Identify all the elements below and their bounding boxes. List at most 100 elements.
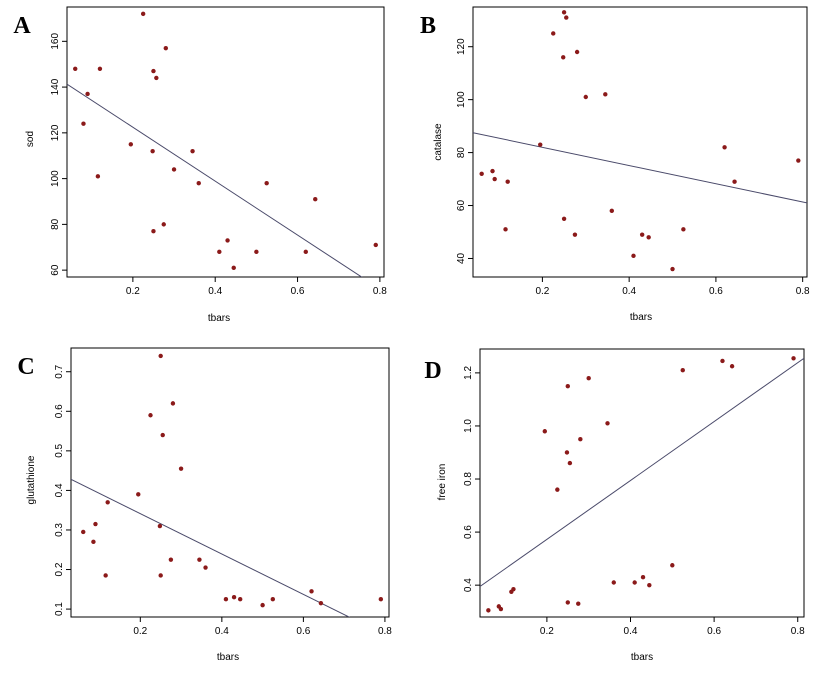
x-tick-label: 0.2 — [540, 626, 554, 637]
y-tick-label: 40 — [456, 252, 467, 264]
x-tick-label: 0.4 — [208, 286, 222, 297]
data-point — [81, 121, 86, 126]
data-point — [97, 66, 103, 71]
data-point — [720, 358, 725, 364]
data-point — [492, 176, 497, 182]
data-point — [576, 601, 581, 606]
data-point — [565, 383, 570, 389]
data-point — [640, 574, 646, 580]
data-point — [564, 450, 570, 455]
y-tick-label: 0.8 — [463, 472, 474, 486]
data-point — [151, 68, 156, 74]
data-point — [796, 158, 801, 163]
y-axis-label: glutathione — [26, 455, 37, 504]
data-point — [231, 265, 236, 271]
y-tick-label: 1.0 — [463, 419, 474, 433]
data-point — [511, 586, 516, 592]
x-tick-label: 0.6 — [291, 286, 305, 297]
data-point — [103, 573, 108, 578]
data-point — [555, 487, 560, 492]
data-point — [197, 557, 202, 562]
data-point — [254, 249, 259, 255]
data-point — [551, 31, 556, 36]
regression-line — [67, 83, 363, 277]
data-point — [632, 580, 637, 585]
data-point — [670, 266, 675, 272]
data-point — [605, 421, 610, 426]
data-point — [722, 145, 727, 150]
data-point — [578, 437, 583, 442]
x-tick-label: 0.2 — [133, 626, 147, 637]
data-point — [542, 429, 547, 434]
x-tick-label: 0.8 — [378, 626, 392, 637]
y-tick-label: 120 — [50, 124, 61, 141]
data-point — [680, 368, 685, 373]
panel-c: 0.2 0.4 0.6 0.8 0.1 0.2 0.3 0.4 0.5 0.6 0.7 tbars gl… — [17, 347, 392, 663]
y-tick-label: 140 — [50, 78, 61, 95]
data-point — [168, 557, 174, 562]
y-tick-label: 0.6 — [463, 525, 474, 539]
data-point — [681, 227, 686, 232]
y-tick-label: 0.4 — [54, 483, 65, 497]
data-point — [318, 600, 324, 606]
x-tick-label: 0.8 — [796, 286, 810, 297]
data-point — [538, 142, 543, 147]
data-point — [150, 148, 155, 154]
x-axis-label: tbars — [631, 652, 653, 663]
data-point — [561, 10, 567, 15]
data-point — [136, 492, 141, 497]
y-tick-label: 0.1 — [54, 602, 65, 616]
regression-line — [480, 357, 804, 587]
plot-frame — [70, 347, 390, 618]
data-point — [567, 460, 573, 466]
data-point — [93, 521, 98, 527]
data-point — [231, 595, 237, 600]
x-tick-label: 0.2 — [535, 286, 549, 297]
data-point — [646, 235, 651, 240]
data-point — [732, 179, 737, 184]
data-point — [151, 229, 156, 234]
data-point — [264, 180, 269, 186]
data-point — [639, 232, 645, 237]
data-point — [561, 216, 567, 221]
plot-frame — [66, 6, 385, 278]
data-point — [148, 413, 153, 418]
data-point — [260, 602, 265, 608]
data-point — [105, 500, 110, 505]
data-point — [791, 356, 796, 361]
y-tick-label: 160 — [50, 33, 61, 50]
data-point — [196, 180, 201, 186]
x-tick-label: 0.2 — [126, 286, 140, 297]
data-point — [373, 242, 378, 248]
y-tick-label: 0.6 — [54, 404, 65, 418]
x-axis-label: tbars — [630, 312, 652, 323]
x-axis-label: tbars — [208, 313, 230, 324]
data-point — [378, 596, 384, 602]
data-point — [203, 565, 208, 570]
x-axis-label: tbars — [217, 652, 239, 663]
data-point — [647, 582, 652, 588]
data-point — [611, 580, 616, 585]
data-point — [603, 92, 608, 97]
data-point — [217, 249, 222, 255]
data-point — [561, 55, 566, 60]
y-tick-label: 0.3 — [54, 523, 65, 537]
y-tick-label: 0.5 — [54, 443, 65, 457]
panel-b: 0.2 0.4 0.6 0.8 40 60 80 100 120 tbars catalase B — [420, 6, 810, 323]
data-point — [586, 375, 591, 381]
data-point — [270, 596, 276, 602]
x-tick-label: 0.6 — [707, 626, 721, 637]
x-tick-label: 0.4 — [624, 626, 638, 637]
y-tick-label: 0.2 — [54, 562, 65, 576]
panel-letter: D — [424, 358, 441, 384]
data-point — [564, 15, 569, 20]
y-tick-label: 100 — [50, 170, 61, 187]
data-point — [171, 167, 177, 172]
data-point — [631, 253, 636, 259]
x-tick-label: 0.4 — [215, 626, 229, 637]
data-point — [140, 11, 146, 17]
panel-d: 0.2 0.4 0.6 0.8 0.4 0.6 0.8 1.0 1.2 tbars free iro… — [424, 348, 805, 663]
data-point — [313, 197, 318, 202]
y-tick-label: 60 — [50, 264, 61, 276]
